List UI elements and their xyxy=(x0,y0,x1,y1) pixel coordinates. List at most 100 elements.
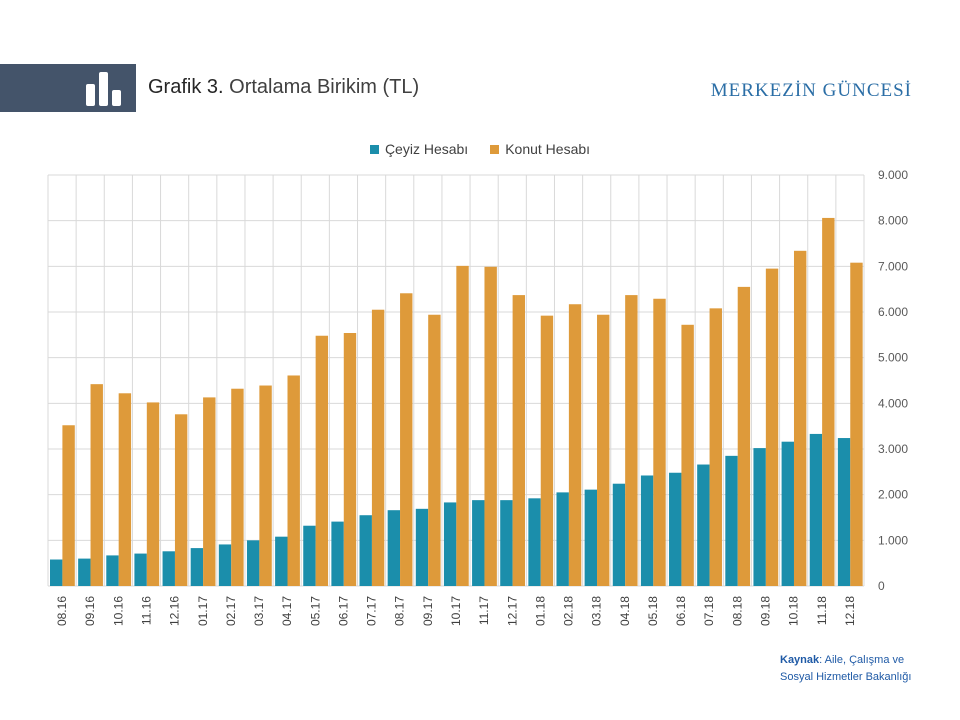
bar-ceyiz xyxy=(838,438,850,586)
bar-ceyiz xyxy=(360,515,372,586)
y-tick-label: 8.000 xyxy=(878,214,908,228)
bar-chart: 0 1.000 2.000 3.000 4.000 5.000 6.000 7.000 8.00… xyxy=(0,0,960,720)
x-tick-label: 08.17 xyxy=(393,596,407,626)
y-tick-label: 2.000 xyxy=(878,488,908,502)
bar-konut xyxy=(822,218,834,586)
y-tick-label: 9.000 xyxy=(878,168,908,182)
x-tick-label: 02.17 xyxy=(224,596,238,626)
bar-konut xyxy=(175,414,187,586)
x-tick-label: 10.16 xyxy=(111,596,125,626)
bar-konut xyxy=(738,287,750,586)
x-tick-label: 04.18 xyxy=(618,596,632,626)
bar-konut xyxy=(597,315,609,586)
bar-konut xyxy=(653,299,665,586)
bar-konut xyxy=(794,251,806,586)
x-tick-label: 01.18 xyxy=(533,596,547,626)
bar-ceyiz xyxy=(585,490,597,586)
bar-konut xyxy=(400,293,412,586)
x-tick-label: 08.16 xyxy=(55,596,69,626)
bar-ceyiz xyxy=(134,554,146,586)
x-tick-label: 05.18 xyxy=(646,596,660,626)
x-tick-label: 07.18 xyxy=(702,596,716,626)
x-tick-label: 01.17 xyxy=(196,596,210,626)
bar-konut xyxy=(625,295,637,586)
bar-ceyiz xyxy=(106,555,118,586)
bar-ceyiz xyxy=(641,475,653,586)
source-note: Kaynak: Aile, Çalışma ve Sosyal Hizmetle… xyxy=(780,652,911,686)
bar-ceyiz xyxy=(247,540,259,586)
y-tick-label: 6.000 xyxy=(878,305,908,319)
bar-konut xyxy=(710,308,722,586)
bar-konut xyxy=(119,393,131,586)
x-tick-label: 03.18 xyxy=(590,596,604,626)
bar-ceyiz xyxy=(725,456,737,586)
bar-ceyiz xyxy=(275,537,287,586)
bar-konut xyxy=(91,384,103,586)
x-tick-label: 06.18 xyxy=(674,596,688,626)
x-tick-label: 04.17 xyxy=(280,596,294,626)
x-tick-label: 03.17 xyxy=(252,596,266,626)
bar-konut xyxy=(513,295,525,586)
x-tick-label: 09.18 xyxy=(759,596,773,626)
bar-ceyiz xyxy=(472,500,484,586)
bar-ceyiz xyxy=(219,544,231,586)
x-tick-label: 06.17 xyxy=(336,596,350,626)
source-line-2: Sosyal Hizmetler Bakanlığı xyxy=(780,669,911,686)
x-tick-label: 09.17 xyxy=(421,596,435,626)
x-tick-label: 11.18 xyxy=(815,596,829,625)
bar-konut xyxy=(456,266,468,586)
bar-ceyiz xyxy=(78,559,90,586)
x-tick-label: 02.18 xyxy=(562,596,576,626)
bar-konut xyxy=(288,375,300,586)
bar-konut xyxy=(62,425,74,586)
bar-ceyiz xyxy=(613,484,625,586)
x-tick-label: 08.18 xyxy=(730,596,744,626)
y-tick-label: 3.000 xyxy=(878,442,908,456)
bar-konut xyxy=(147,402,159,586)
x-tick-label: 10.17 xyxy=(449,596,463,626)
x-tick-label: 11.16 xyxy=(139,596,153,625)
bar-konut xyxy=(344,333,356,586)
bar-ceyiz xyxy=(556,492,568,586)
bar-ceyiz xyxy=(388,510,400,586)
bar-ceyiz xyxy=(810,434,822,586)
bar-konut xyxy=(850,263,862,586)
y-tick-label: 0 xyxy=(878,579,885,593)
x-tick-label: 07.17 xyxy=(365,596,379,626)
bar-ceyiz xyxy=(669,473,681,586)
bar-ceyiz xyxy=(331,522,343,586)
bar-ceyiz xyxy=(191,548,203,586)
bar-ceyiz xyxy=(528,498,540,586)
bar-ceyiz xyxy=(163,551,175,586)
source-label: Kaynak xyxy=(780,654,819,666)
x-tick-label: 12.17 xyxy=(505,596,519,626)
y-tick-label: 1.000 xyxy=(878,533,908,547)
y-tick-label: 5.000 xyxy=(878,351,908,365)
bar-ceyiz xyxy=(753,448,765,586)
source-line-1: : Aile, Çalışma ve xyxy=(819,654,904,666)
bar-ceyiz xyxy=(303,526,315,586)
bar-konut xyxy=(203,397,215,586)
bar-konut xyxy=(569,304,581,586)
bar-konut xyxy=(484,267,496,586)
bar-konut xyxy=(428,315,440,586)
x-tick-label: 12.18 xyxy=(843,596,857,626)
bar-konut xyxy=(316,336,328,586)
y-tick-label: 7.000 xyxy=(878,259,908,273)
bar-ceyiz xyxy=(444,502,456,586)
bar-ceyiz xyxy=(500,500,512,586)
y-tick-label: 4.000 xyxy=(878,396,908,410)
x-tick-label: 05.17 xyxy=(308,596,322,626)
bar-konut xyxy=(372,310,384,586)
x-tick-label: 11.17 xyxy=(477,596,491,625)
x-tick-label: 09.16 xyxy=(83,596,97,626)
bar-konut xyxy=(766,269,778,586)
x-tick-label: 12.16 xyxy=(168,596,182,626)
bar-konut xyxy=(231,389,243,586)
bar-ceyiz xyxy=(782,442,794,586)
bar-konut xyxy=(681,325,693,586)
bar-konut xyxy=(259,386,271,586)
x-tick-label: 10.18 xyxy=(787,596,801,626)
bar-konut xyxy=(541,316,553,586)
bar-ceyiz xyxy=(50,560,62,586)
